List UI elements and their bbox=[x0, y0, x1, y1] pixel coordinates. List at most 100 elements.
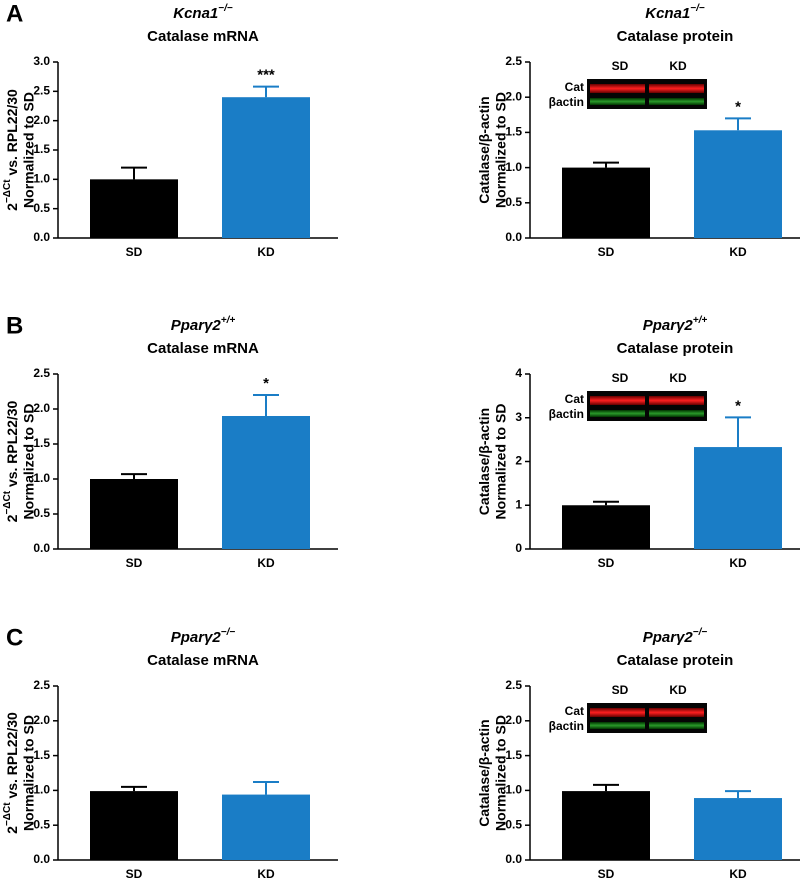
bar bbox=[222, 97, 310, 238]
error-bar bbox=[121, 785, 147, 792]
y-tick-label: 0.0 bbox=[33, 230, 50, 244]
panel-letter: C bbox=[6, 624, 23, 651]
y-label-rest: Catalase/β-actin bbox=[476, 719, 492, 826]
bar bbox=[694, 447, 782, 549]
y-tick-label: 1.5 bbox=[33, 436, 50, 450]
chart-subtitle: Catalase mRNA bbox=[147, 28, 259, 45]
bar bbox=[90, 479, 178, 549]
y-axis-label: Normalized to SD bbox=[21, 404, 37, 520]
blot-row-label: βactin bbox=[549, 95, 584, 109]
error-bar bbox=[121, 166, 147, 180]
y-label-sup: −ΔCt bbox=[2, 802, 13, 826]
y-tick-label: 1.0 bbox=[505, 783, 522, 797]
y-tick-label: 1.0 bbox=[33, 172, 50, 186]
bar bbox=[694, 798, 782, 860]
y-label-rest: Catalase/β-actin bbox=[476, 408, 492, 515]
title-gene: Pparγ2 bbox=[171, 629, 222, 646]
y-tick-label: 0 bbox=[515, 541, 522, 555]
significance: * bbox=[735, 397, 741, 414]
y-label-sup: −ΔCt bbox=[2, 179, 13, 203]
blot-band-cat bbox=[590, 84, 645, 93]
chart-title: Pparγ2−/− bbox=[643, 627, 708, 646]
error-bar bbox=[121, 473, 147, 479]
panel-letter: B bbox=[6, 312, 23, 339]
title-genotype: +/+ bbox=[693, 315, 708, 326]
y-axis-label: Catalase/β-actin bbox=[476, 96, 492, 203]
title-gene: Kcna1 bbox=[645, 5, 690, 22]
y-label-base: 2 bbox=[4, 826, 20, 834]
y-axis-label: Normalized to SD bbox=[493, 92, 509, 208]
y-tick-label: 2.0 bbox=[505, 89, 522, 103]
x-tick-label: SD bbox=[126, 867, 143, 879]
y-axis-label: 2−ΔCt vs. RPL22/30 bbox=[2, 712, 20, 834]
title-genotype: +/+ bbox=[221, 315, 236, 326]
blot-row-label: Cat bbox=[565, 392, 584, 406]
x-tick-label: SD bbox=[126, 556, 143, 570]
y-tick-label: 2.5 bbox=[505, 54, 522, 68]
y-tick-label: 0.5 bbox=[33, 817, 50, 831]
blot-band-cat bbox=[649, 396, 704, 405]
blot-band-actin bbox=[649, 98, 704, 105]
title-genotype: −/− bbox=[690, 3, 705, 14]
y-axis-label: 2−ΔCt vs. RPL22/30 bbox=[2, 89, 20, 211]
blot-lane-label: KD bbox=[669, 371, 687, 385]
blot-lane-label: SD bbox=[612, 371, 629, 385]
y-axis-label: Normalized to SD bbox=[21, 715, 37, 831]
y-tick-label: 0.5 bbox=[33, 506, 50, 520]
error-bar bbox=[725, 416, 751, 448]
blot-lane-label: KD bbox=[669, 683, 687, 697]
y-tick-label: 4 bbox=[515, 366, 522, 380]
y-tick-label: 2.0 bbox=[33, 401, 50, 415]
blot-row-label: Cat bbox=[565, 704, 584, 718]
panel-letter: A bbox=[6, 0, 23, 27]
blot-band-cat bbox=[590, 396, 645, 405]
blot-row-label: βactin bbox=[549, 719, 584, 733]
y-label-sup: −ΔCt bbox=[2, 490, 13, 514]
error-bar bbox=[725, 790, 751, 799]
y-tick-label: 2.0 bbox=[33, 113, 50, 127]
chart-subtitle: Catalase mRNA bbox=[147, 340, 259, 357]
y-tick-label: 0.0 bbox=[505, 230, 522, 244]
x-tick-label: KD bbox=[257, 867, 275, 879]
blot-band-actin bbox=[649, 722, 704, 729]
chart-subtitle: Catalase protein bbox=[617, 28, 734, 45]
title-genotype: −/− bbox=[693, 627, 708, 638]
y-axis-label: Normalized to SD bbox=[493, 715, 509, 831]
x-tick-label: SD bbox=[126, 245, 143, 259]
y-tick-label: 1.0 bbox=[33, 471, 50, 485]
y-tick-label: 2.5 bbox=[33, 84, 50, 98]
y-label-rest: vs. RPL22/30 bbox=[4, 400, 20, 490]
y-label-rest: Catalase/β-actin bbox=[476, 96, 492, 203]
title-genotype: −/− bbox=[218, 3, 233, 14]
y-axis-label: Normalized to SD bbox=[493, 404, 509, 520]
chart-title: Kcna1−/− bbox=[645, 3, 705, 22]
blot-band-cat bbox=[649, 708, 704, 717]
y-tick-label: 2.5 bbox=[33, 366, 50, 380]
x-tick-label: SD bbox=[598, 245, 615, 259]
error-bar bbox=[593, 500, 619, 506]
chart-title: Pparγ2+/+ bbox=[643, 315, 708, 334]
y-label-base: 2 bbox=[4, 514, 20, 522]
error-bar bbox=[253, 781, 279, 795]
error-bar bbox=[593, 783, 619, 792]
title-gene: Pparγ2 bbox=[171, 317, 222, 334]
blot-lane-label: KD bbox=[669, 59, 687, 73]
y-axis-label: 2−ΔCt vs. RPL22/30 bbox=[2, 400, 20, 522]
x-tick-label: KD bbox=[729, 245, 747, 259]
bar bbox=[90, 179, 178, 238]
bar bbox=[562, 791, 650, 860]
title-gene: Pparγ2 bbox=[643, 629, 694, 646]
blot-lane-label: SD bbox=[612, 59, 629, 73]
y-tick-label: 2.0 bbox=[505, 713, 522, 727]
blot-lane-label: SD bbox=[612, 683, 629, 697]
y-tick-label: 0.0 bbox=[33, 541, 50, 555]
chart-subtitle: Catalase protein bbox=[617, 652, 734, 669]
y-tick-label: 1.5 bbox=[505, 748, 522, 762]
blot-band-actin bbox=[590, 722, 645, 729]
y-tick-label: 2.5 bbox=[505, 678, 522, 692]
title-genotype: −/− bbox=[221, 627, 236, 638]
chart-title: Kcna1−/− bbox=[173, 3, 233, 22]
x-tick-label: KD bbox=[729, 556, 747, 570]
x-tick-label: KD bbox=[257, 556, 275, 570]
